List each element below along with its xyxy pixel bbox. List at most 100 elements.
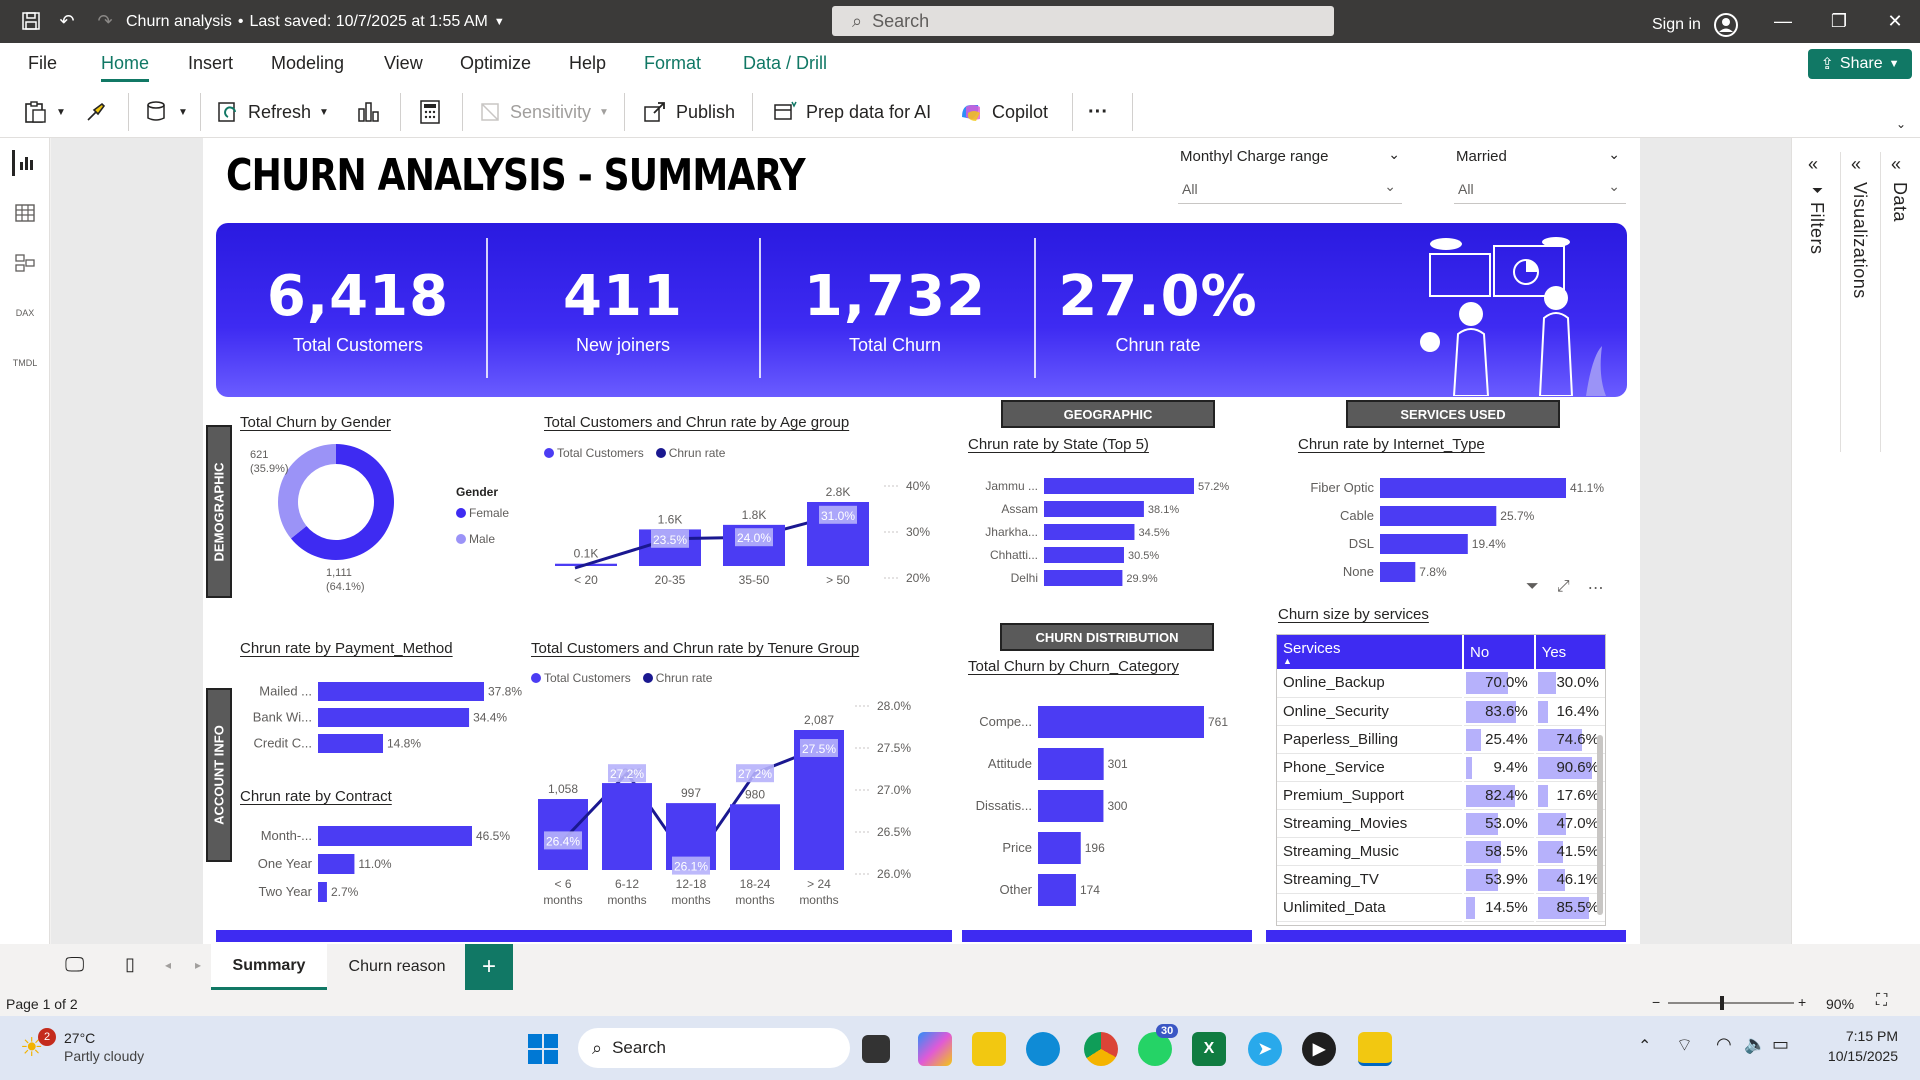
wifi-icon[interactable]: ◠ [1716, 1034, 1732, 1054]
collapse-ribbon-icon[interactable]: ⌄ [1896, 117, 1907, 131]
page-tab-summary[interactable]: Summary [211, 944, 327, 990]
model-view-icon[interactable] [12, 250, 38, 276]
copilot-button[interactable]: Copilot [958, 97, 1048, 127]
save-icon[interactable] [18, 8, 44, 34]
tab-format[interactable]: Format [644, 53, 702, 73]
tenure-group-chart[interactable]: 28.0% 27.5% 27.0% 26.5% 26.0% 1,058 < 6 months 2… [531, 690, 951, 920]
tmdl-view-icon[interactable]: TMDL [12, 358, 38, 368]
data-pane[interactable]: « Data [1880, 152, 1920, 452]
paste-button[interactable]: ▼ [22, 97, 66, 127]
undo-icon[interactable]: ↶ [59, 10, 75, 31]
publish-button[interactable]: Publish [642, 97, 735, 127]
calculator-button[interactable] [418, 97, 442, 127]
tab-modeling[interactable]: Modeling [271, 53, 345, 73]
report-view-icon[interactable] [12, 150, 38, 176]
table-row[interactable]: Premium_Support 82.4% 17.6% [1277, 781, 1605, 810]
internet-bar-chart[interactable]: Fiber Optic 41.1% Cable 25.7% DSL 19.4% None 7.… [1298, 470, 1608, 586]
legend-item[interactable]: Male [456, 526, 509, 552]
prep-data-button[interactable]: Prep data for AI [772, 97, 931, 127]
table-row[interactable]: Unlimited_Data 14.5% 85.5% [1277, 893, 1605, 922]
tab-optimize[interactable]: Optimize [460, 53, 532, 73]
kpi-churn-rate[interactable]: 27.0% Chrun rate [1038, 264, 1278, 356]
format-painter-button[interactable] [84, 97, 108, 127]
network-icon[interactable]: ⌔ [1676, 1035, 1693, 1055]
table-row[interactable]: Paperless_Billing 25.4% 74.6% [1277, 725, 1605, 754]
column-header-yes[interactable]: Yes [1533, 635, 1605, 669]
close-icon[interactable]: ✕ [1887, 10, 1903, 31]
tab-file[interactable]: File [28, 53, 58, 73]
zoom-slider-thumb[interactable] [1720, 996, 1724, 1010]
column-header-services[interactable]: Services ▲ [1277, 635, 1463, 669]
more-options-button[interactable]: ··· [1088, 100, 1108, 123]
window-title[interactable]: Churn analysis • Last saved: 10/7/2025 a… [126, 13, 505, 30]
add-page-button[interactable]: + [465, 944, 513, 990]
edge-icon[interactable] [1026, 1032, 1060, 1066]
get-data-button[interactable]: ▼ [144, 97, 188, 127]
redo-icon[interactable]: ↷ [97, 10, 113, 31]
legend-item[interactable]: Total Customers [531, 671, 631, 685]
churn-category-chart[interactable]: Compe... 761 Attitude 301 Dissatis... 300 Pric… [968, 694, 1248, 914]
media-player-icon[interactable]: ▶ [1302, 1032, 1336, 1066]
age-chart-legend[interactable]: Total Customers Chrun rate [544, 446, 725, 460]
mobile-layout-icon[interactable]: ▯ [125, 954, 135, 974]
volume-icon[interactable]: 🔈 [1744, 1034, 1767, 1054]
zoom-out-icon[interactable]: − [1652, 994, 1661, 1010]
expand-icon[interactable]: « [1851, 154, 1862, 174]
next-page-icon[interactable]: ▸ [195, 958, 202, 972]
sensitivity-button[interactable]: Sensitivity ▼ [478, 97, 609, 127]
kpi-new-joiners[interactable]: 411 New joiners [503, 264, 743, 356]
table-row[interactable]: Streaming_Music 58.5% 41.5% [1277, 837, 1605, 866]
legend-item[interactable]: Female [456, 500, 509, 526]
battery-icon[interactable]: ▭ [1772, 1034, 1790, 1054]
chrome-icon[interactable] [1084, 1032, 1118, 1066]
tenure-chart-legend[interactable]: Total Customers Chrun rate [531, 671, 712, 685]
tab-data-drill[interactable]: Data / Drill [743, 53, 828, 73]
copilot-app-icon[interactable] [918, 1032, 952, 1066]
legend-item[interactable]: Chrun rate [642, 671, 712, 685]
task-view-icon[interactable] [862, 1035, 890, 1063]
filter-icon[interactable]: ⏷ [1526, 578, 1539, 595]
tab-help[interactable]: Help [569, 53, 607, 73]
tab-view[interactable]: View [384, 53, 423, 73]
maximize-icon[interactable]: ❐ [1830, 10, 1848, 31]
more-options-icon[interactable]: ⋯ [1587, 580, 1604, 597]
legend-item[interactable]: Chrun rate [655, 446, 725, 460]
table-row[interactable]: Online_Security 83.6% 16.4% [1277, 697, 1605, 726]
dax-query-icon[interactable]: DAX [15, 308, 35, 318]
table-view-icon[interactable] [12, 200, 38, 226]
show-hidden-icons[interactable]: ⌃ [1638, 1038, 1652, 1055]
file-explorer-icon[interactable] [972, 1032, 1006, 1066]
legend-item[interactable]: Total Customers [544, 446, 644, 460]
excel-icon[interactable]: X [1192, 1032, 1226, 1066]
filters-pane[interactable]: « ⏷ Filters [1807, 154, 1827, 255]
zoom-level[interactable]: 90% [1826, 996, 1855, 1012]
kpi-total-customers[interactable]: 6,418 Total Customers [238, 264, 478, 356]
clock[interactable]: 7:15 PM 10/15/2025 [1827, 1028, 1898, 1064]
refresh-button[interactable]: Refresh ▼ [216, 97, 329, 127]
minimize-icon[interactable]: — [1774, 10, 1792, 31]
start-button[interactable] [528, 1034, 558, 1064]
fit-page-icon[interactable]: ⛶ [1876, 992, 1888, 1009]
weather-widget[interactable]: ☀ 2 27°C Partly cloudy [20, 1028, 145, 1064]
table-row[interactable]: Phone_Service 9.4% 90.6% [1277, 753, 1605, 782]
services-table[interactable]: Services ▲ No Yes Online_Backup 70.0% 30.0%… [1276, 634, 1606, 926]
telegram-icon[interactable]: ➤ [1248, 1032, 1282, 1066]
search-input[interactable]: ⌕ Search [832, 6, 1334, 36]
chevron-down-icon[interactable]: ⌄ [1388, 146, 1400, 162]
state-bar-chart[interactable]: Jammu ... 57.2% Assam 38.1% Jharkha... 34.5% C… [968, 470, 1248, 594]
zoom-in-icon[interactable]: + [1798, 994, 1807, 1010]
column-header-no[interactable]: No [1462, 635, 1535, 669]
prev-page-icon[interactable]: ◂ [165, 958, 172, 972]
whatsapp-icon[interactable]: 30 [1138, 1024, 1179, 1066]
power-bi-icon[interactable] [1358, 1032, 1392, 1066]
expand-icon[interactable]: « [1891, 154, 1902, 174]
page-tab-churn-reason[interactable]: Churn reason [348, 958, 446, 975]
share-button[interactable]: ⇪ Share ▼ [1808, 49, 1912, 79]
slicer-married[interactable]: Married ⌄ All ⌄ [1444, 140, 1634, 216]
table-scrollbar[interactable] [1597, 735, 1603, 915]
expand-icon[interactable]: « [1808, 154, 1819, 174]
desktop-layout-icon[interactable]: 🖵 [65, 954, 85, 976]
gender-donut-chart[interactable]: 1,111 (64.1%) 621 (35.9%) [246, 442, 446, 602]
tab-home[interactable]: Home [101, 53, 150, 82]
sign-in-button[interactable]: Sign in [1652, 12, 1739, 38]
